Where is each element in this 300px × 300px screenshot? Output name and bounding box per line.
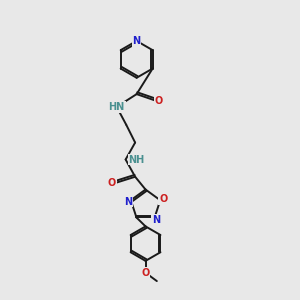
- Text: N: N: [124, 197, 133, 207]
- Text: O: O: [155, 96, 163, 106]
- Text: N: N: [133, 36, 141, 46]
- Text: N: N: [152, 215, 160, 225]
- Text: O: O: [108, 178, 116, 188]
- Text: HN: HN: [109, 102, 125, 112]
- Text: NH: NH: [129, 154, 145, 164]
- Text: O: O: [159, 194, 167, 204]
- Text: O: O: [141, 268, 150, 278]
